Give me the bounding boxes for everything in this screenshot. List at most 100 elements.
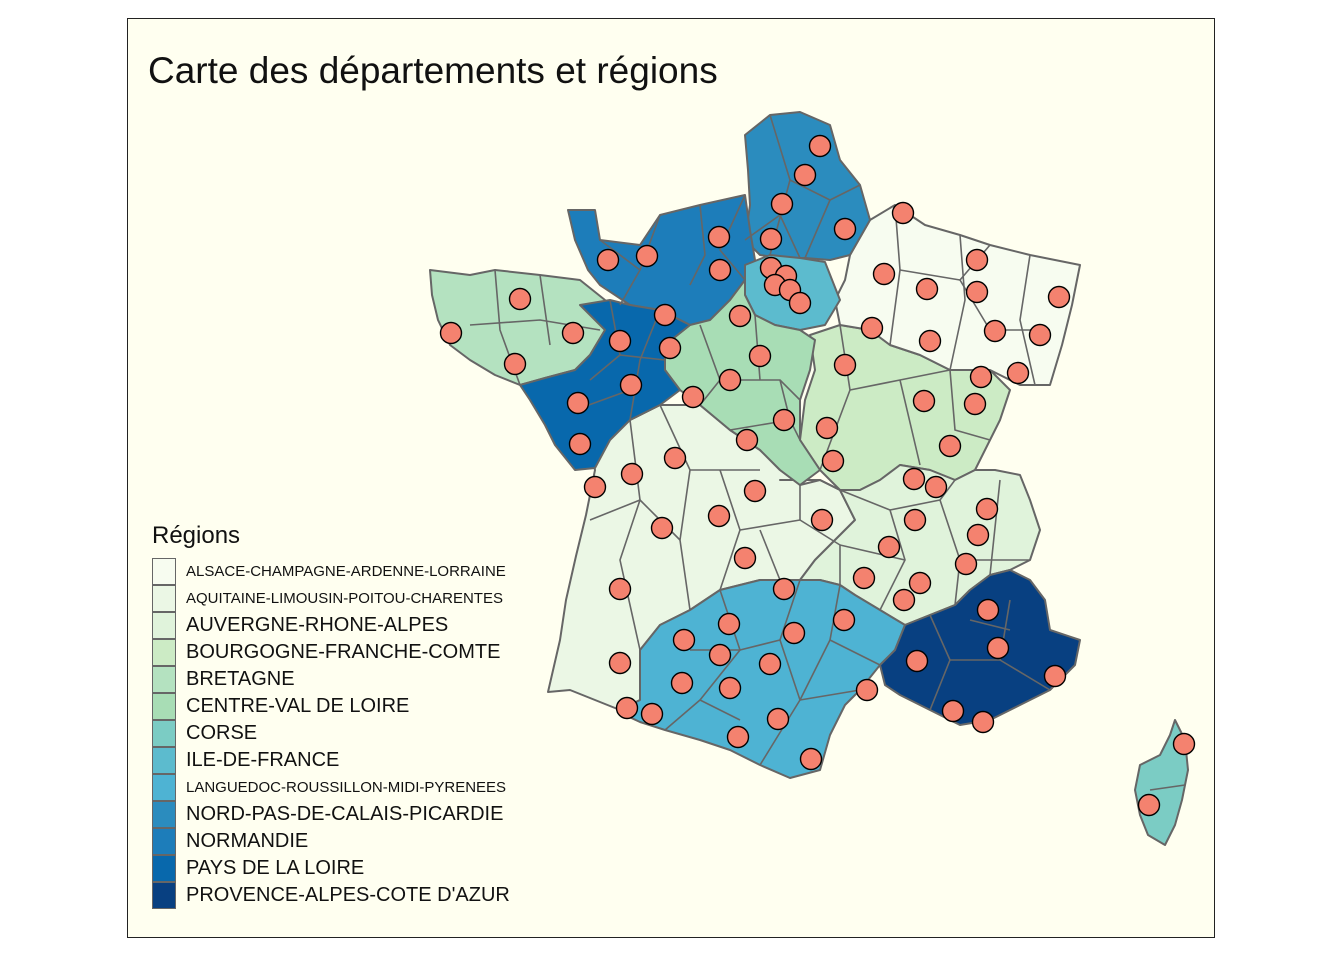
legend-swatch [152, 558, 176, 585]
legend-label: ALSACE-CHAMPAGNE-ARDENNE-LORRAINE [186, 563, 506, 580]
legend-item: AUVERGNE-RHONE-ALPES [152, 612, 510, 639]
legend-swatch [152, 774, 176, 801]
department-point [793, 163, 817, 187]
department-point [1043, 664, 1067, 688]
department-point [966, 523, 990, 547]
legend-swatch [152, 882, 176, 909]
department-point [620, 462, 644, 486]
department-point [1047, 285, 1071, 309]
legend-swatch [152, 801, 176, 828]
department-point [810, 508, 834, 532]
legend-label: AUVERGNE-RHONE-ALPES [186, 614, 449, 636]
department-point [954, 552, 978, 576]
department-point [821, 449, 845, 473]
legend-item: ILE-DE-FRANCE [152, 747, 510, 774]
department-point [918, 329, 942, 353]
department-border [949, 369, 991, 441]
department-border [539, 274, 551, 346]
department-border [629, 309, 661, 421]
department-point [908, 571, 932, 595]
department-point [832, 608, 856, 632]
department-point [772, 577, 796, 601]
department-border [799, 519, 841, 585]
department-border [899, 379, 921, 466]
department-border [1019, 254, 1036, 386]
department-point [772, 408, 796, 432]
department-point [561, 321, 585, 345]
legend-swatch [152, 720, 176, 747]
department-border [989, 479, 1001, 576]
department-point [852, 566, 876, 590]
department-border [804, 199, 831, 259]
department-point [663, 446, 687, 470]
region-alsace-champagne-ardenne-lorraine [834, 204, 1081, 386]
legend-label: AQUITAINE-LIMOUSIN-POITOU-CHARENTES [186, 590, 503, 607]
department-point [635, 244, 659, 268]
department-point [892, 588, 916, 612]
department-point [733, 546, 757, 570]
department-point [670, 671, 694, 695]
department-point [788, 291, 812, 315]
department-point [608, 329, 632, 353]
department-point [718, 676, 742, 700]
department-point [833, 353, 857, 377]
map-title: Carte des départements et régions [148, 50, 718, 91]
department-point [782, 621, 806, 645]
department-point [653, 303, 677, 327]
department-point [902, 467, 926, 491]
department-border [589, 499, 641, 521]
department-point [708, 643, 732, 667]
department-point [681, 385, 705, 409]
department-point [743, 479, 767, 503]
department-point [650, 516, 674, 540]
legend-item: AQUITAINE-LIMOUSIN-POITOU-CHARENTES [152, 585, 510, 612]
department-point [726, 725, 750, 749]
department-point [912, 389, 936, 413]
department-point [860, 316, 884, 340]
legend-items: ALSACE-CHAMPAGNE-ARDENNE-LORRAINE AQUITAI… [152, 558, 510, 909]
department-point [735, 428, 759, 452]
legend-label: BOURGOGNE-FRANCHE-COMTE [186, 641, 501, 663]
department-border [719, 194, 746, 281]
department-point [568, 432, 592, 456]
legend-swatch [152, 639, 176, 666]
legend-label: BRETAGNE [186, 668, 295, 690]
department-point [941, 699, 965, 723]
department-border [969, 619, 1011, 631]
legend-item: BRETAGNE [152, 666, 510, 693]
department-point [872, 262, 896, 286]
department-border [619, 269, 641, 306]
department-point [718, 368, 742, 392]
department-point [708, 258, 732, 282]
department-border [1149, 784, 1186, 791]
department-point [758, 652, 782, 676]
legend-label: PROVENCE-ALPES-COTE D'AZUR [186, 884, 510, 906]
department-point [619, 373, 643, 397]
legend-item: BOURGOGNE-FRANCHE-COMTE [152, 639, 510, 666]
department-border [699, 699, 741, 721]
department-point [808, 134, 832, 158]
department-point [971, 710, 995, 734]
department-point [583, 475, 607, 499]
department-border [689, 204, 706, 286]
department-point [658, 336, 682, 360]
department-point [672, 628, 696, 652]
department-border [759, 529, 781, 581]
department-point [1028, 323, 1052, 347]
department-point [799, 747, 823, 771]
department-point [986, 636, 1010, 660]
department-point [766, 707, 790, 731]
legend-title: Régions [152, 522, 241, 549]
legend-item: PAYS DE LA LOIRE [152, 855, 510, 882]
department-border [949, 234, 966, 371]
legend-label: PAYS DE LA LOIRE [186, 857, 365, 879]
department-point [503, 352, 527, 376]
department-point [855, 678, 879, 702]
department-border [839, 544, 906, 561]
legend-item: PROVENCE-ALPES-COTE D'AZUR [152, 882, 510, 909]
department-point [566, 391, 590, 415]
department-point [833, 217, 857, 241]
department-point [508, 287, 532, 311]
legend-swatch [152, 585, 176, 612]
